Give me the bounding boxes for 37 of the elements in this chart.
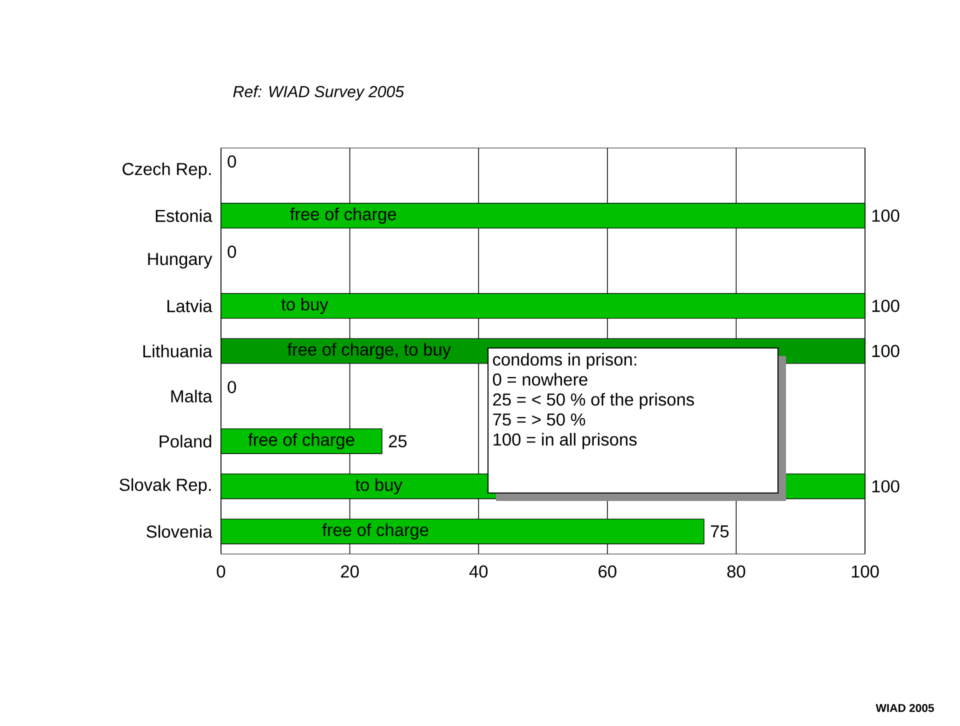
- x-tick-label: 0: [216, 565, 226, 578]
- x-tick-label: 20: [341, 565, 359, 578]
- chart-subtitle: Ref: WIAD Survey 2005: [233, 86, 404, 100]
- y-tick-label: Lithuania: [143, 344, 212, 358]
- data-label: 0: [228, 155, 236, 168]
- annotation: free of charge, to buy: [287, 342, 451, 360]
- x-tick-label: 100: [852, 565, 879, 578]
- x-tick-label: 80: [727, 565, 746, 578]
- data-label: 100: [872, 300, 900, 312]
- annotation: condoms in prison:: [493, 352, 636, 370]
- annotation: to buy: [355, 478, 402, 494]
- y-tick-label: Estonia: [156, 209, 212, 222]
- x-tick-label: 40: [469, 565, 488, 578]
- data-label: 100: [872, 480, 900, 492]
- y-tick-label: Poland: [160, 434, 212, 448]
- data-label: 100: [872, 344, 900, 358]
- data-label: 75: [710, 525, 729, 538]
- y-tick-label: Latvia: [167, 300, 212, 312]
- annotation: to buy: [281, 298, 328, 314]
- y-tick-label: Slovak Rep.: [120, 478, 211, 494]
- annotation: free of charge: [248, 433, 354, 450]
- x-tick-label: 60: [598, 565, 616, 578]
- annotation: free of charge: [290, 208, 396, 224]
- y-tick-label: Czech Rep.: [122, 162, 211, 179]
- annotation: 0 = nowhere: [492, 372, 588, 386]
- annotation: free of charge: [322, 523, 428, 540]
- text: WIAD 2005: [876, 704, 934, 712]
- annotation: 75 = > 50 %: [493, 413, 586, 426]
- data-label: 0: [228, 380, 236, 394]
- y-tick-label: Hungary: [148, 253, 212, 269]
- annotation: 25 = < 50 % of the prisons: [493, 392, 694, 410]
- y-tick-label: Slovenia: [146, 525, 212, 538]
- data-label: 100: [872, 210, 900, 222]
- annotation: 100 = in all prisons: [494, 432, 637, 450]
- data-label: 0: [228, 246, 236, 258]
- data-label: 25: [388, 435, 407, 448]
- y-tick-label: Malta: [171, 390, 212, 402]
